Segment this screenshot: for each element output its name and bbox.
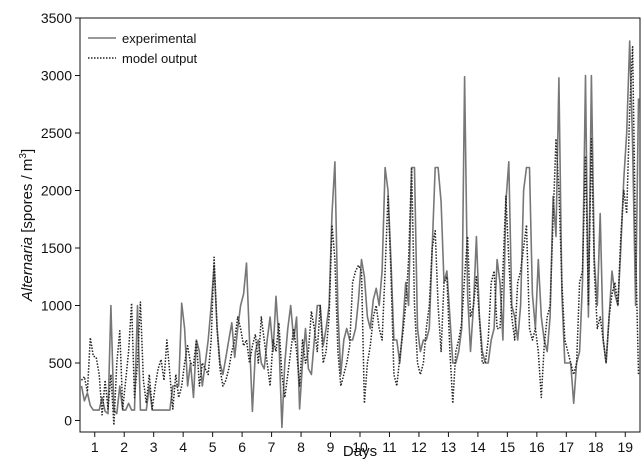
- y-tick-label: 2000: [41, 183, 72, 199]
- x-tick-label: 2: [120, 439, 128, 455]
- series-line-model-output: [80, 46, 640, 426]
- x-tick-label: 14: [470, 439, 486, 455]
- y-axis-title-superscript: 3: [18, 153, 29, 159]
- x-tick-label: 19: [617, 439, 633, 455]
- x-tick-label: 13: [441, 439, 457, 455]
- y-tick-label: 3000: [41, 68, 72, 84]
- y-axis-title-close: ]: [19, 149, 36, 153]
- x-axis-title: Days: [343, 443, 377, 460]
- x-tick-label: 10: [352, 439, 368, 455]
- x-tick-label: 3: [150, 439, 158, 455]
- x-tick-label: 11: [382, 439, 397, 455]
- y-axis-title-italic: Alternaria: [19, 237, 36, 302]
- x-tick-label: 4: [179, 439, 187, 455]
- series-layer: [80, 40, 640, 429]
- x-tick-label: 5: [209, 439, 217, 455]
- x-tick-label: 16: [529, 439, 545, 455]
- y-tick-label: 3500: [41, 10, 72, 26]
- x-tick-label: 12: [411, 439, 427, 455]
- x-tick-label: 7: [268, 439, 276, 455]
- y-axis-title-rest: [spores / m: [19, 159, 36, 237]
- y-axis-title: Alternaria [spores / m3]: [18, 149, 36, 302]
- x-tick-label: 18: [588, 439, 604, 455]
- x-axis: 1 2 3 4 5 6 7 8 9 10 11 12 13 14 15 16 17 18 19: [91, 432, 633, 455]
- legend-label-experimental: experimental: [122, 31, 197, 46]
- y-tick-label: 1500: [41, 240, 72, 256]
- y-tick-label: 0: [64, 413, 72, 429]
- y-tick-label: 2500: [41, 125, 72, 141]
- x-tick-label: 1: [91, 439, 99, 455]
- x-tick-label: 6: [238, 439, 246, 455]
- y-tick-label: 1000: [41, 298, 72, 314]
- x-tick-label: 8: [297, 439, 305, 455]
- y-axis: 0 500 1000 1500 2000 2500 3000 3500: [41, 10, 80, 429]
- y-tick-label: 500: [49, 355, 73, 371]
- legend-label-model-output: model output: [122, 51, 198, 66]
- legend: experimental model output: [88, 31, 198, 66]
- x-tick-label: 15: [500, 439, 516, 455]
- x-tick-label: 9: [327, 439, 335, 455]
- x-tick-label: 17: [559, 439, 575, 455]
